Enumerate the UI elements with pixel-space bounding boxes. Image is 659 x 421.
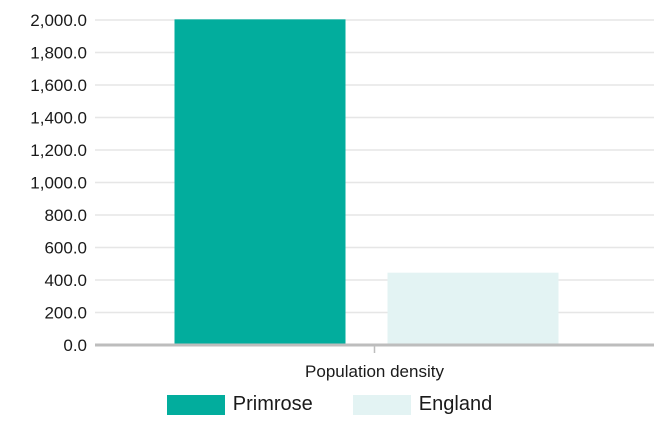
legend: Primrose England: [0, 393, 659, 416]
legend-label-primrose: Primrose: [232, 393, 313, 415]
y-tick-label: 1,000.0: [30, 174, 87, 193]
y-tick-label: 800.0: [44, 206, 87, 225]
y-tick-label: 400.0: [44, 271, 87, 290]
legend-item-england: England: [352, 393, 493, 416]
legend-swatch-england: [352, 394, 411, 415]
y-tick-label: 1,400.0: [30, 109, 87, 128]
y-tick-label: 0.0: [63, 336, 87, 355]
y-tick-label: 200.0: [44, 304, 87, 323]
bar-chart: 0.0 200.0 400.0 600.0 800.0 1,000.0 1,200.0 1,4…: [30, 11, 654, 381]
y-tick-label: 1,200.0: [30, 141, 87, 160]
legend-swatch-primrose: [166, 394, 225, 415]
y-axis: 0.0 200.0 400.0 600.0 800.0 1,000.0 1,200.0 1,4…: [30, 11, 87, 355]
bar-primrose: [174, 19, 346, 345]
y-tick-label: 2,000.0: [30, 11, 87, 30]
y-tick-label: 600.0: [44, 239, 87, 258]
x-axis: Population density: [95, 343, 654, 381]
bars: [174, 19, 559, 345]
legend-label-england: England: [418, 393, 493, 415]
bar-england: [387, 272, 559, 345]
x-category-label: Population density: [305, 362, 444, 381]
y-tick-label: 1,800.0: [30, 44, 87, 63]
y-tick-label: 1,600.0: [30, 76, 87, 95]
legend-item-primrose: Primrose: [166, 393, 313, 416]
